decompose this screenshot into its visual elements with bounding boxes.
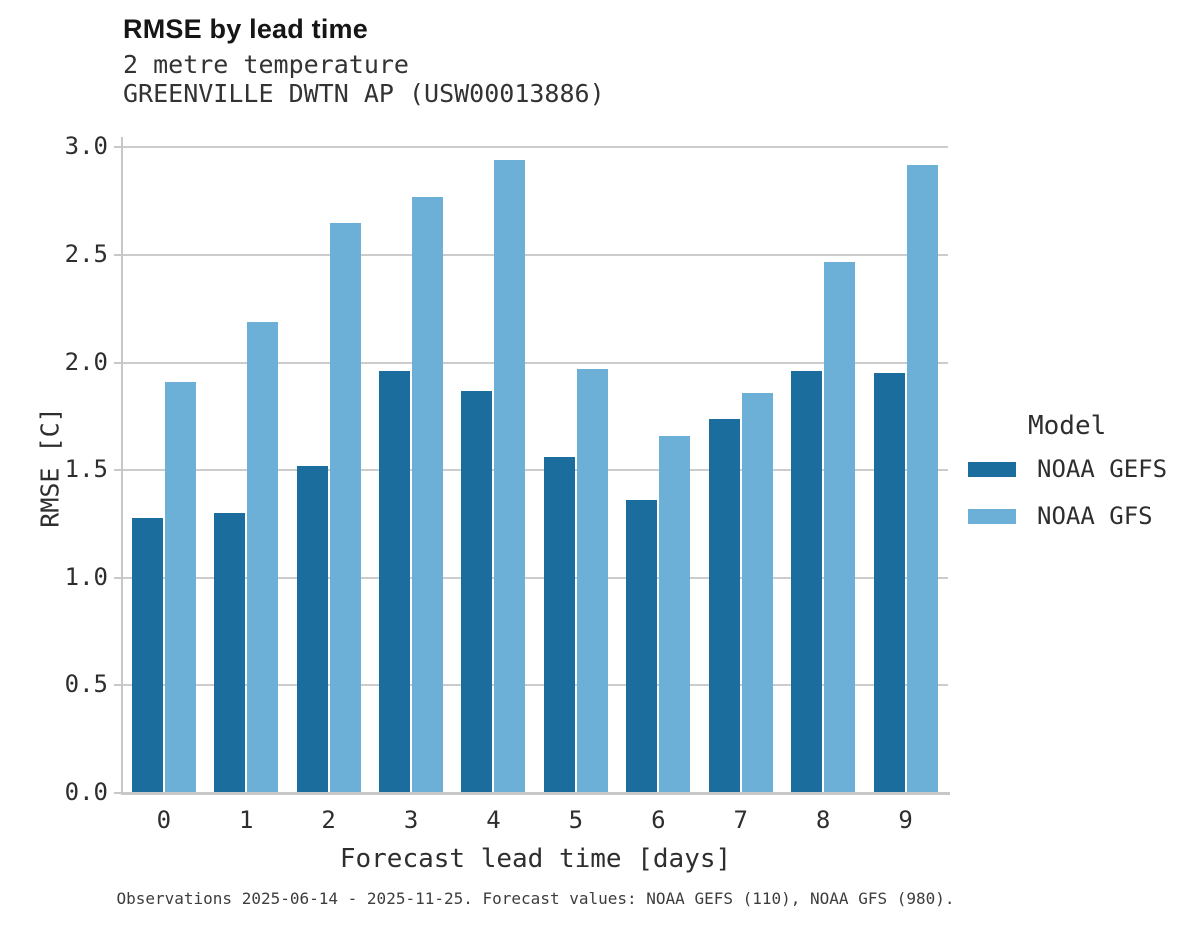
y-tick-mark xyxy=(114,254,121,257)
bar-noaa-gfs-lead-6 xyxy=(659,435,691,793)
bar-noaa-gfs-lead-3 xyxy=(412,196,444,793)
x-tick-label: 8 xyxy=(815,806,831,834)
bar-noaa-gefs-lead-1 xyxy=(214,513,246,793)
y-tick-mark xyxy=(114,469,121,472)
chart-title: RMSE by lead time xyxy=(123,14,368,44)
x-tick-label: 1 xyxy=(238,806,254,834)
bar-noaa-gefs-lead-5 xyxy=(543,457,575,793)
legend: Model NOAA GEFS NOAA GFS xyxy=(968,411,1167,549)
legend-row: NOAA GEFS xyxy=(968,455,1167,483)
y-tick-label: 2.0 xyxy=(64,347,108,376)
legend-label: NOAA GFS xyxy=(1037,502,1153,530)
x-tick-label: 5 xyxy=(568,806,584,834)
chart-subtitle-station: GREENVILLE DWTN AP (USW00013886) xyxy=(123,79,605,108)
bar-noaa-gfs-lead-8 xyxy=(824,261,856,793)
x-tick-label: 6 xyxy=(651,806,666,834)
bar-noaa-gefs-lead-9 xyxy=(873,373,905,793)
x-tick-label: 3 xyxy=(403,806,419,834)
y-tick-label: 0.0 xyxy=(64,778,108,806)
y-tick-mark xyxy=(114,684,121,687)
bar-noaa-gefs-lead-4 xyxy=(461,390,493,793)
gridline xyxy=(123,684,948,687)
y-tick-mark xyxy=(114,576,121,579)
bar-noaa-gfs-lead-2 xyxy=(329,222,361,793)
bar-noaa-gefs-lead-0 xyxy=(131,517,163,793)
gridline xyxy=(123,576,948,579)
x-tick-label: 0 xyxy=(156,806,172,834)
y-tick-mark xyxy=(114,146,121,149)
bar-noaa-gefs-lead-7 xyxy=(708,418,740,793)
y-tick-label: 2.5 xyxy=(64,240,108,269)
y-axis-spine xyxy=(121,137,123,795)
bar-noaa-gefs-lead-8 xyxy=(791,371,823,793)
gridline xyxy=(123,361,948,364)
legend-label: NOAA GEFS xyxy=(1037,455,1168,483)
bar-noaa-gfs-lead-5 xyxy=(576,369,608,793)
x-axis-spine xyxy=(121,792,950,795)
bar-noaa-gfs-lead-7 xyxy=(741,392,773,793)
x-axis-label: Forecast lead time [days] xyxy=(339,844,732,874)
legend-title: Model xyxy=(1028,411,1107,441)
y-tick-label: 1.5 xyxy=(64,455,108,484)
legend-swatch-noaa-gfs xyxy=(968,508,1016,524)
bar-noaa-gefs-lead-2 xyxy=(296,465,328,793)
gridline xyxy=(123,254,948,257)
y-tick-mark xyxy=(114,361,121,364)
y-tick-mark xyxy=(114,792,121,794)
bar-noaa-gfs-lead-1 xyxy=(247,321,279,793)
bar-noaa-gfs-lead-0 xyxy=(164,382,196,793)
bar-noaa-gefs-lead-3 xyxy=(379,371,411,793)
bar-noaa-gfs-lead-4 xyxy=(494,160,526,793)
y-tick-label: 3.0 xyxy=(64,132,108,161)
x-tick-label: 2 xyxy=(321,806,336,834)
y-tick-label: 0.5 xyxy=(64,670,108,699)
bar-noaa-gfs-lead-9 xyxy=(906,164,938,793)
gridline xyxy=(123,469,948,472)
x-tick-label: 4 xyxy=(486,806,501,834)
legend-swatch-noaa-gefs xyxy=(968,461,1016,477)
x-tick-label: 7 xyxy=(733,806,748,834)
bar-noaa-gefs-lead-6 xyxy=(626,500,658,793)
y-tick-label: 1.0 xyxy=(64,562,108,591)
plot-area xyxy=(114,137,950,795)
caption: Observations 2025-06-14 - 2025-11-25. Fo… xyxy=(116,889,955,908)
gridline xyxy=(123,146,948,149)
legend-row: NOAA GFS xyxy=(968,502,1167,530)
chart-subtitle-variable: 2 metre temperature xyxy=(123,50,409,79)
x-tick-label: 9 xyxy=(898,806,913,834)
